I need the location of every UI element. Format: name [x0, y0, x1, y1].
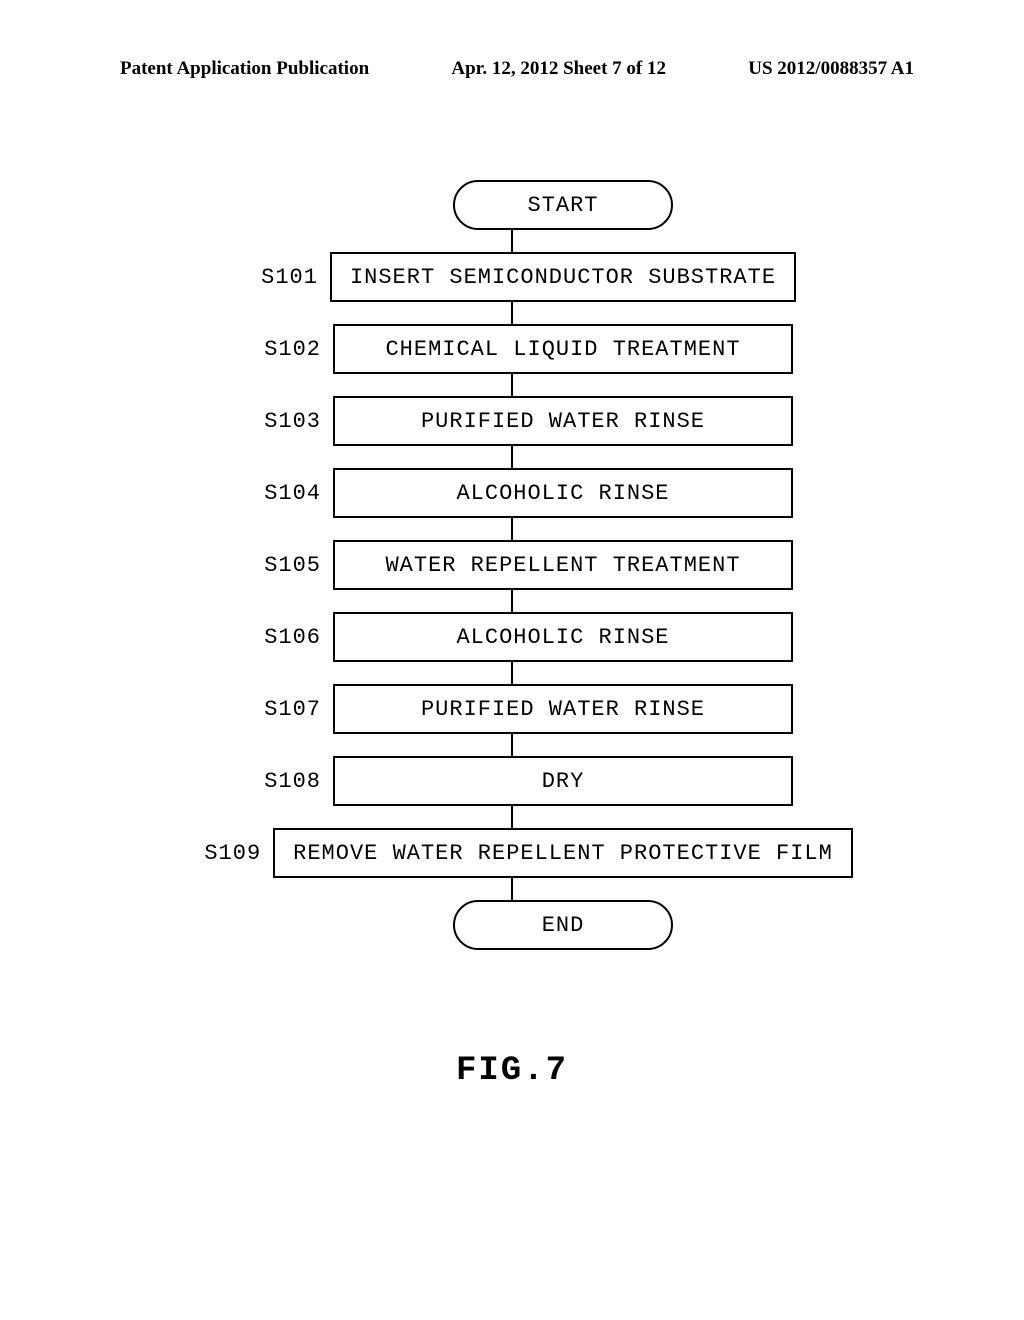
terminal-start-row: START — [0, 180, 1024, 230]
header-right: US 2012/0088357 A1 — [748, 58, 914, 80]
page-header: Patent Application Publication Apr. 12, … — [0, 58, 1024, 80]
step-row: S108 DRY — [0, 756, 1024, 806]
figure-label: FIG.7 — [0, 1052, 1024, 1090]
step-id-label: S109 — [171, 841, 261, 866]
page: Patent Application Publication Apr. 12, … — [0, 0, 1024, 1320]
step-row: S103 PURIFIED WATER RINSE — [0, 396, 1024, 446]
step-id-label: S102 — [231, 337, 321, 362]
step-box: DRY — [333, 756, 793, 806]
step-box: WATER REPELLENT TREATMENT — [333, 540, 793, 590]
step-row: S101 INSERT SEMICONDUCTOR SUBSTRATE — [0, 252, 1024, 302]
connector — [511, 590, 513, 612]
connector — [511, 446, 513, 468]
step-box: PURIFIED WATER RINSE — [333, 684, 793, 734]
step-row: S107 PURIFIED WATER RINSE — [0, 684, 1024, 734]
step-id-label: S101 — [228, 265, 318, 290]
header-left: Patent Application Publication — [120, 58, 369, 80]
connector — [511, 734, 513, 756]
step-box: PURIFIED WATER RINSE — [333, 396, 793, 446]
step-box: REMOVE WATER REPELLENT PROTECTIVE FILM — [273, 828, 853, 878]
connector — [511, 662, 513, 684]
step-box: INSERT SEMICONDUCTOR SUBSTRATE — [330, 252, 796, 302]
connector — [511, 878, 513, 900]
step-id-label: S107 — [231, 697, 321, 722]
connector — [511, 302, 513, 324]
terminal-start: START — [453, 180, 673, 230]
step-id-label: S104 — [231, 481, 321, 506]
step-id-label: S105 — [231, 553, 321, 578]
terminal-end: END — [453, 900, 673, 950]
connector — [511, 518, 513, 540]
header-center: Apr. 12, 2012 Sheet 7 of 12 — [451, 58, 666, 80]
step-box: ALCOHOLIC RINSE — [333, 468, 793, 518]
terminal-end-row: END — [0, 900, 1024, 950]
step-id-label: S106 — [231, 625, 321, 650]
step-row: S106 ALCOHOLIC RINSE — [0, 612, 1024, 662]
step-row: S109 REMOVE WATER REPELLENT PROTECTIVE FI… — [0, 828, 1024, 878]
connector — [511, 806, 513, 828]
step-id-label: S108 — [231, 769, 321, 794]
connector — [511, 230, 513, 252]
step-box: ALCOHOLIC RINSE — [333, 612, 793, 662]
flowchart: STARTS101INSERT SEMICONDUCTOR SUBSTRATES… — [0, 180, 1024, 950]
step-row: S102 CHEMICAL LIQUID TREATMENT — [0, 324, 1024, 374]
step-row: S105 WATER REPELLENT TREATMENT — [0, 540, 1024, 590]
step-row: S104 ALCOHOLIC RINSE — [0, 468, 1024, 518]
connector — [511, 374, 513, 396]
step-id-label: S103 — [231, 409, 321, 434]
step-box: CHEMICAL LIQUID TREATMENT — [333, 324, 793, 374]
